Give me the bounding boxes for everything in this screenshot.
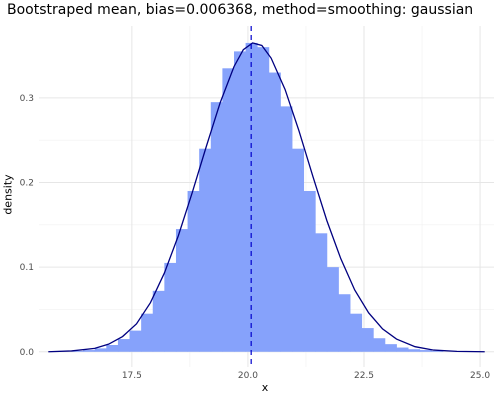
- y-tick-label: 0.2: [20, 179, 34, 189]
- histogram-bar: [141, 313, 154, 352]
- x-tick-label: 22.5: [354, 371, 374, 381]
- histogram-bar: [384, 344, 397, 352]
- histogram-bar: [164, 262, 177, 352]
- histogram-bar: [280, 106, 293, 352]
- histogram-bar: [408, 349, 421, 352]
- histogram-bar: [338, 294, 351, 352]
- histogram-bar: [199, 148, 212, 352]
- histogram-bar: [350, 313, 363, 352]
- histogram-bar: [210, 102, 223, 352]
- x-tick-label: 25.0: [470, 371, 490, 381]
- histogram-bar: [326, 267, 339, 352]
- histogram-bar: [315, 233, 328, 352]
- histogram-bar: [396, 347, 409, 352]
- histogram-bar: [152, 290, 165, 352]
- histogram-bar: [117, 339, 130, 352]
- histogram-bar: [257, 47, 270, 352]
- histogram-bar: [94, 348, 107, 352]
- histogram-bar: [106, 345, 119, 352]
- density-curve: [48, 42, 485, 353]
- y-tick-label: 0.0: [20, 348, 35, 358]
- histogram-bar: [419, 350, 432, 352]
- x-axis-label: x: [261, 381, 269, 394]
- x-tick-label: 20.0: [238, 371, 258, 381]
- y-tick-label: 0.1: [20, 263, 34, 273]
- histogram-bar: [187, 191, 200, 352]
- histogram-bar: [303, 191, 316, 352]
- histogram-bar: [268, 72, 281, 352]
- chart-title: Bootstraped mean, bias=0.006368, method=…: [7, 2, 474, 18]
- histogram-bar: [234, 51, 247, 352]
- histogram-bar: [373, 338, 386, 352]
- y-axis-label: density: [1, 174, 15, 215]
- histogram-bar: [175, 229, 188, 352]
- x-tick-label: 17.5: [122, 371, 142, 381]
- histogram-bar: [83, 350, 96, 352]
- histogram-bar: [222, 68, 235, 352]
- histogram-bar: [431, 350, 444, 352]
- histogram-bar: [292, 148, 305, 352]
- histogram-bar: [361, 328, 374, 352]
- histogram-bar: [129, 330, 142, 352]
- histogram-bar: [71, 350, 84, 352]
- y-tick-label: 0.3: [20, 94, 34, 104]
